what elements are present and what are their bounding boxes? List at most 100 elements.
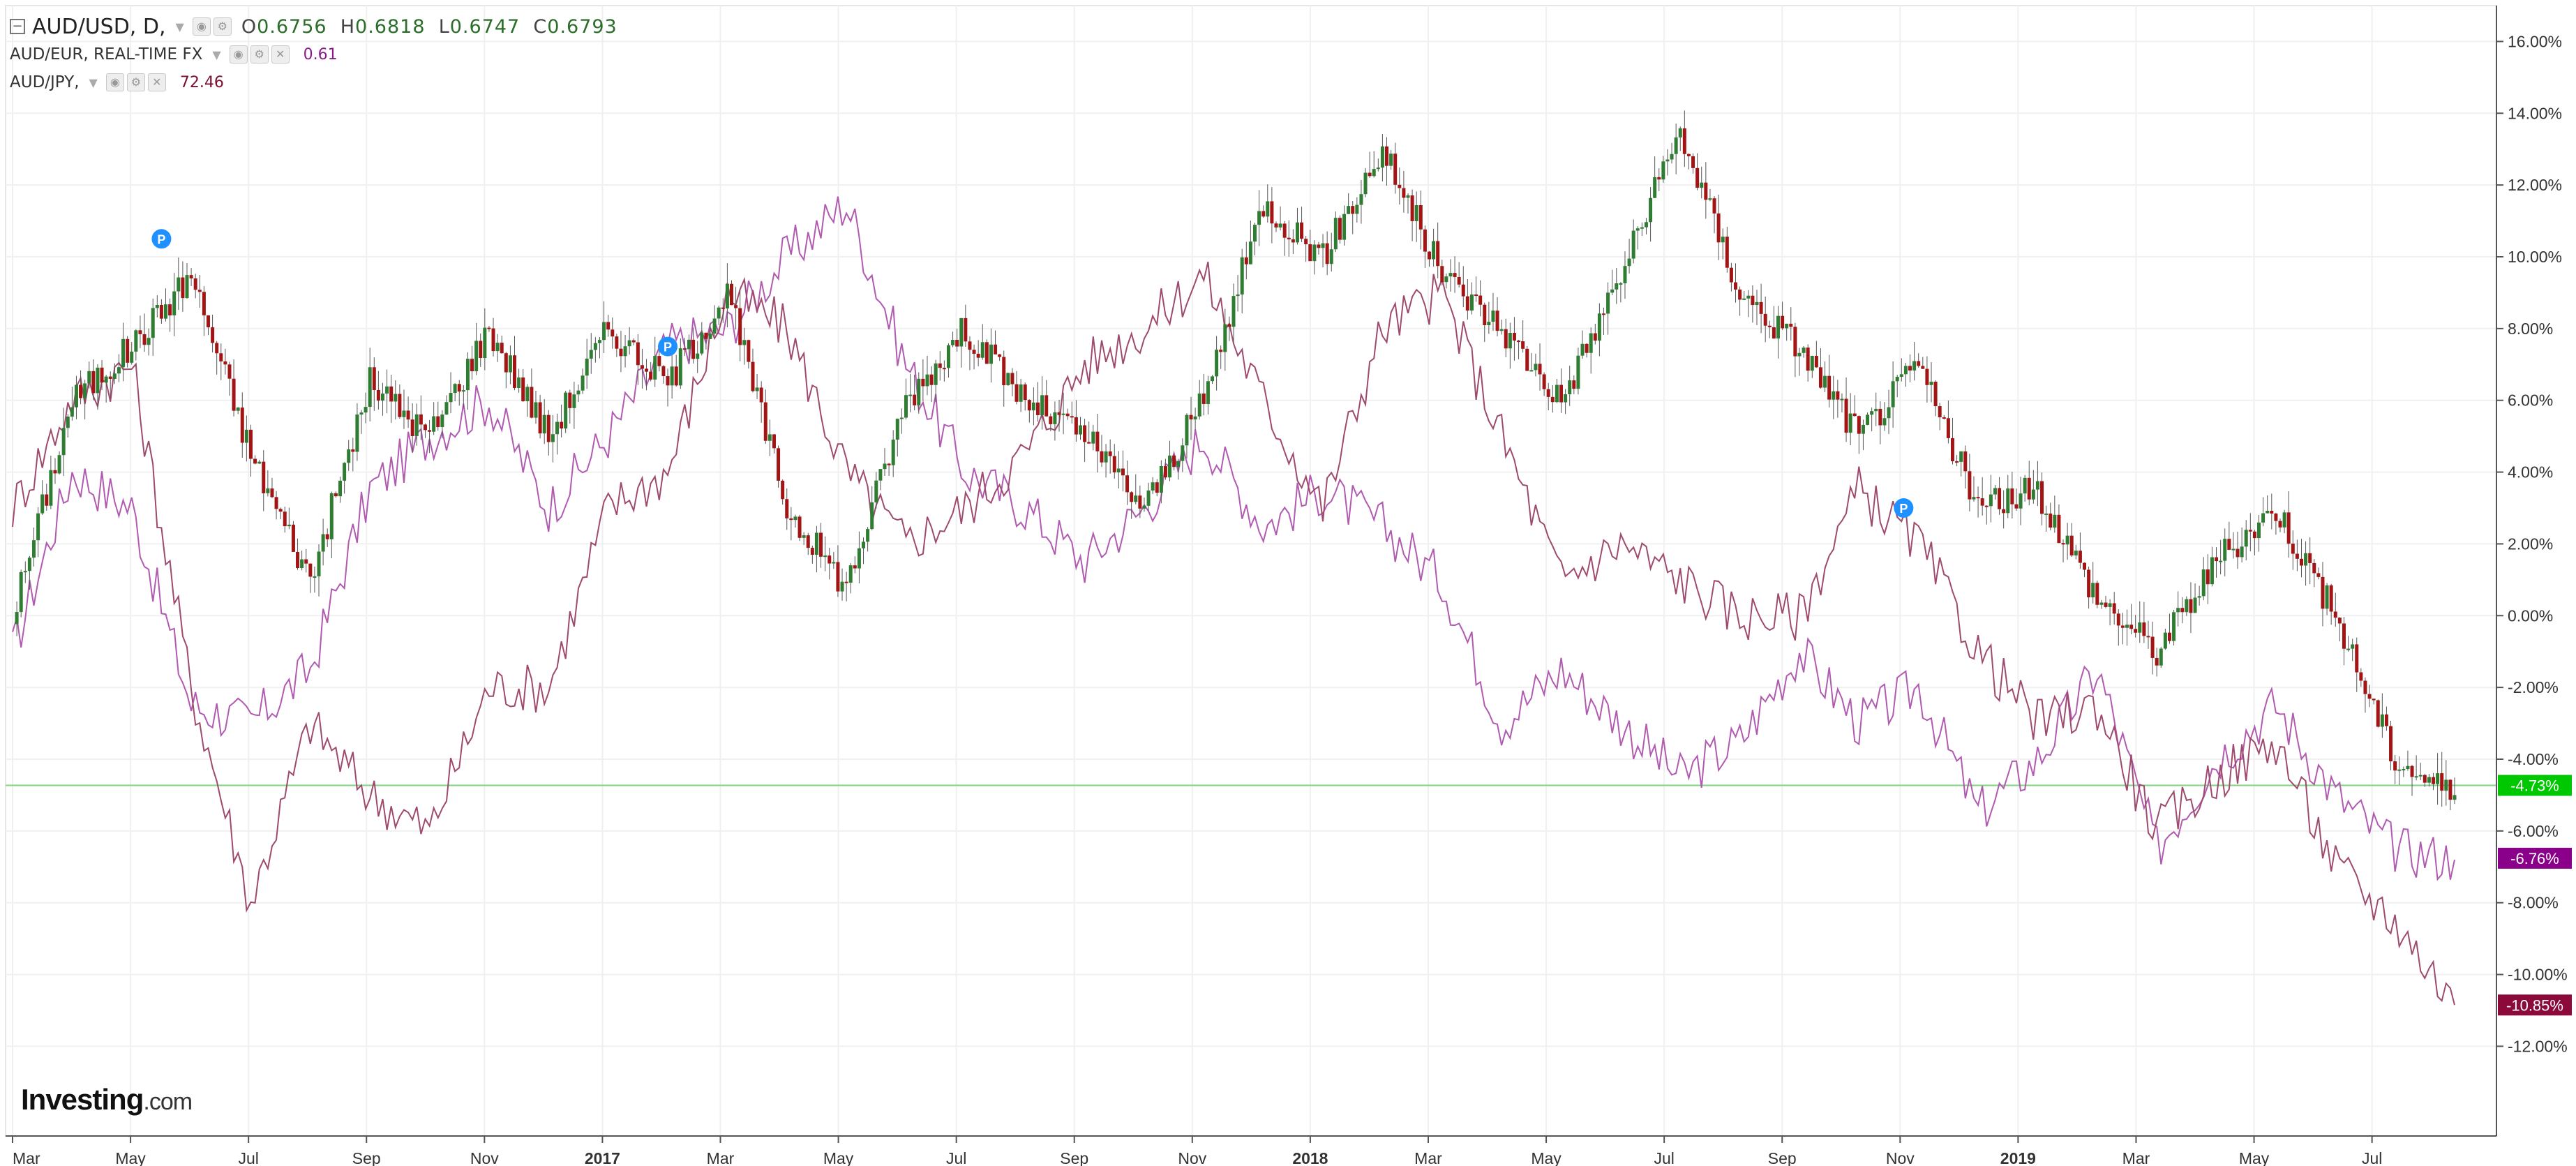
candle-body	[1112, 456, 1116, 472]
close-icon[interactable]: ✕	[271, 45, 290, 63]
candle-body	[96, 367, 100, 394]
candle-body	[1989, 494, 1993, 507]
candle-body	[1606, 292, 1610, 314]
y-tick-label: -2.00%	[2508, 678, 2559, 696]
candle-body	[994, 344, 998, 354]
candle-body	[2134, 629, 2138, 633]
eye-icon[interactable]: ◉	[105, 73, 124, 91]
candle-body	[2112, 603, 2116, 614]
candle-body	[1866, 414, 1870, 425]
gear-icon[interactable]: ⚙	[126, 73, 145, 91]
chevron-down-icon[interactable]: ▼	[212, 47, 221, 61]
candle-body	[155, 305, 159, 308]
gear-icon[interactable]: ⚙	[250, 45, 269, 63]
candle-body	[2325, 585, 2329, 609]
candle-body	[2120, 625, 2125, 628]
candle-body	[832, 562, 836, 564]
event-marker-label[interactable]: P	[157, 232, 165, 246]
candle-body	[1065, 413, 1070, 417]
candle-body	[1487, 322, 1491, 326]
candle-body	[1891, 381, 1895, 408]
eye-icon[interactable]: ◉	[229, 45, 248, 63]
candle-body	[2291, 544, 2295, 554]
candle-body	[1635, 228, 1640, 231]
candle-body	[283, 511, 287, 527]
candle-body	[1921, 366, 1925, 369]
candle-body	[1929, 382, 1933, 385]
candle-body	[487, 327, 491, 329]
candle-body	[351, 449, 355, 452]
candle-body	[772, 434, 776, 449]
candle-body	[1185, 414, 1189, 446]
jpy-symbol-label[interactable]: AUD/JPY,	[10, 73, 80, 91]
candle-body	[802, 535, 806, 538]
open-value: 0.6756	[257, 15, 327, 38]
candle-body	[53, 470, 57, 474]
event-marker-label[interactable]: P	[1899, 502, 1908, 516]
candle-body	[2363, 680, 2367, 694]
candle-body	[1827, 375, 1832, 400]
candle-body	[1440, 266, 1444, 283]
candle-body	[1576, 355, 1580, 389]
event-marker-circle[interactable]	[151, 229, 172, 249]
x-tick-label: Jul	[1654, 1149, 1674, 1166]
candle-body	[2316, 573, 2321, 577]
candle-body	[517, 377, 521, 388]
candle-body	[1823, 375, 1827, 388]
candle-body	[1287, 237, 1291, 240]
current-value-label: -10.85%	[2506, 996, 2563, 1014]
candle-body	[627, 340, 631, 347]
eye-icon[interactable]: ◉	[192, 17, 211, 36]
candle-body	[2308, 553, 2312, 563]
candle-body	[202, 292, 206, 315]
candle-body	[870, 502, 874, 530]
candle-body	[1933, 382, 1938, 407]
candle-body	[1903, 366, 1908, 375]
candle-body	[2065, 535, 2069, 545]
close-icon[interactable]: ✕	[147, 73, 166, 91]
chevron-down-icon[interactable]: ▼	[89, 75, 98, 89]
candle-body	[1832, 391, 1836, 400]
candle-body	[717, 307, 721, 319]
candle-body	[402, 410, 406, 417]
collapse-icon[interactable]: −	[10, 19, 25, 34]
chevron-down-icon[interactable]: ▼	[175, 20, 184, 33]
candle-body	[2138, 622, 2142, 633]
candle-body	[2002, 509, 2006, 514]
candle-body	[759, 387, 763, 403]
candle-body	[1657, 177, 1661, 180]
event-marker-label[interactable]: P	[664, 341, 672, 354]
event-marker-circle[interactable]	[658, 336, 678, 357]
legend-row-audusd: − AUD/USD, D, ▼ ◉ ⚙ O0.6756 H0.6818 L0.6…	[10, 13, 617, 40]
candle-body	[134, 330, 138, 352]
candle-body	[866, 529, 870, 542]
legend-row-audjpy: AUD/JPY, ▼ ◉ ⚙ ✕ 72.46	[10, 68, 617, 96]
candle-body	[597, 340, 601, 343]
candle-body	[2189, 599, 2193, 613]
candle-body	[2091, 583, 2095, 598]
candle-body	[287, 524, 291, 527]
y-tick-label: 0.00%	[2508, 606, 2553, 625]
gear-icon[interactable]: ⚙	[213, 17, 232, 36]
candle-body	[1555, 384, 1559, 403]
candle-body	[1155, 482, 1159, 493]
candle-body	[2410, 765, 2414, 777]
candle-body	[1053, 412, 1057, 424]
main-symbol-label[interactable]: AUD/USD, D,	[32, 14, 166, 39]
candle-body	[266, 488, 270, 493]
candle-body	[2444, 779, 2448, 791]
candle-body	[645, 368, 649, 372]
eur-symbol-label[interactable]: AUD/EUR, REAL-TIME FX	[10, 45, 203, 63]
candle-body	[649, 371, 653, 380]
candle-body	[2201, 569, 2206, 597]
candle-body	[49, 470, 53, 506]
candle-body	[1410, 195, 1414, 221]
event-marker-circle[interactable]	[1894, 498, 1914, 518]
candle-body	[2240, 546, 2244, 558]
candle-body	[470, 359, 474, 372]
candle-body	[138, 330, 142, 334]
candle-body	[1078, 425, 1082, 435]
candle-body	[1427, 251, 1431, 260]
candle-body	[1797, 352, 1802, 357]
